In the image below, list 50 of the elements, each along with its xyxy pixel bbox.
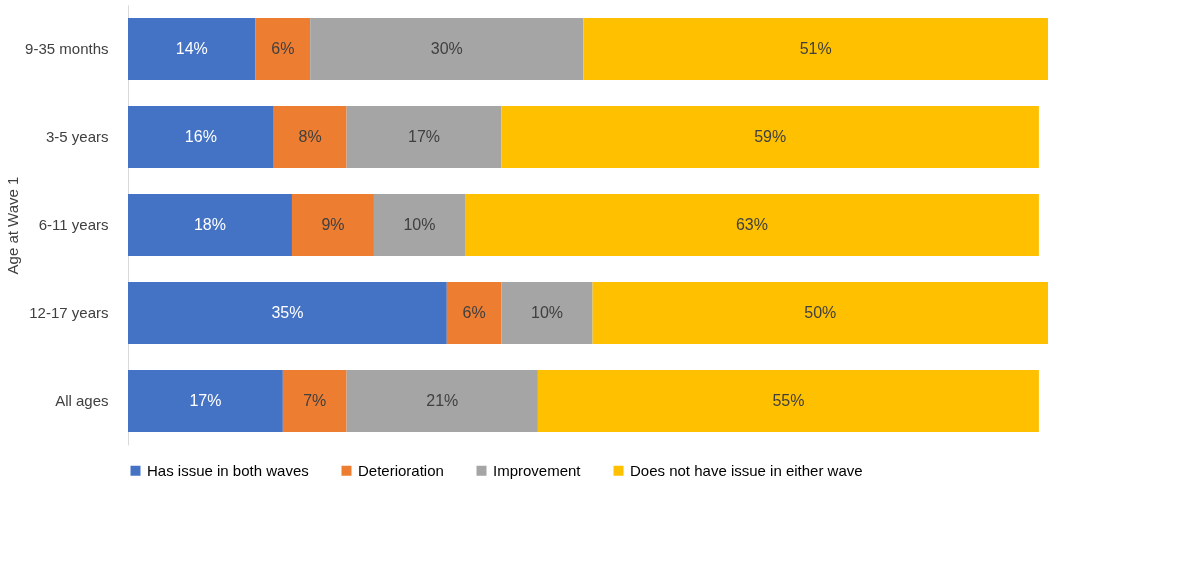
data-label: 17% xyxy=(408,128,441,145)
data-label: 63% xyxy=(735,216,768,233)
data-label: 21% xyxy=(426,392,459,409)
bar xyxy=(592,282,1048,344)
data-label: 6% xyxy=(271,40,295,57)
bar xyxy=(128,370,283,432)
bar xyxy=(128,106,274,168)
data-label: 50% xyxy=(804,304,837,321)
y-tick-label: 9-35 months xyxy=(25,40,109,57)
bar xyxy=(291,194,374,256)
data-label: 10% xyxy=(530,304,564,321)
bar xyxy=(465,194,1039,256)
data-label: 16% xyxy=(184,128,217,145)
data-label: 14% xyxy=(175,40,208,57)
legend-label: Does not have issue in either wave xyxy=(630,461,863,479)
bar xyxy=(128,282,447,344)
legend-label: Has issue in both waves xyxy=(147,461,309,479)
data-label: 30% xyxy=(430,40,463,57)
data-label: 6% xyxy=(462,304,486,321)
data-label: 10% xyxy=(403,216,436,233)
bar xyxy=(128,194,292,256)
bar xyxy=(255,18,311,80)
y-tick-label: All ages xyxy=(55,392,109,409)
legend-label: Deterioration xyxy=(358,461,444,479)
data-label: 8% xyxy=(298,128,322,145)
bar xyxy=(537,370,1039,432)
data-label: 17% xyxy=(189,392,222,409)
y-tick-label: 12-17 years xyxy=(29,304,109,321)
bar xyxy=(583,18,1048,80)
bar xyxy=(282,370,347,432)
bar xyxy=(501,106,1039,168)
data-label: 18% xyxy=(193,216,226,233)
data-label: 7% xyxy=(303,392,327,409)
data-label: 59% xyxy=(754,128,787,145)
bar xyxy=(273,106,347,168)
bar xyxy=(310,18,584,80)
data-label: 35% xyxy=(271,304,304,321)
legend-label: Improvement xyxy=(493,461,582,479)
data-label: 55% xyxy=(772,392,805,409)
data-label: 51% xyxy=(799,40,832,57)
y-tick-label: 6-11 years xyxy=(38,216,109,233)
bar xyxy=(128,18,256,80)
bar xyxy=(346,106,502,168)
bar xyxy=(446,282,502,344)
bar xyxy=(346,370,538,432)
y-tick-label: 3-5 years xyxy=(45,128,109,145)
bar xyxy=(373,194,466,256)
bar xyxy=(501,282,593,344)
data-label: 9% xyxy=(321,216,345,233)
y-axis-title: Age at Wave 1 xyxy=(4,176,22,275)
